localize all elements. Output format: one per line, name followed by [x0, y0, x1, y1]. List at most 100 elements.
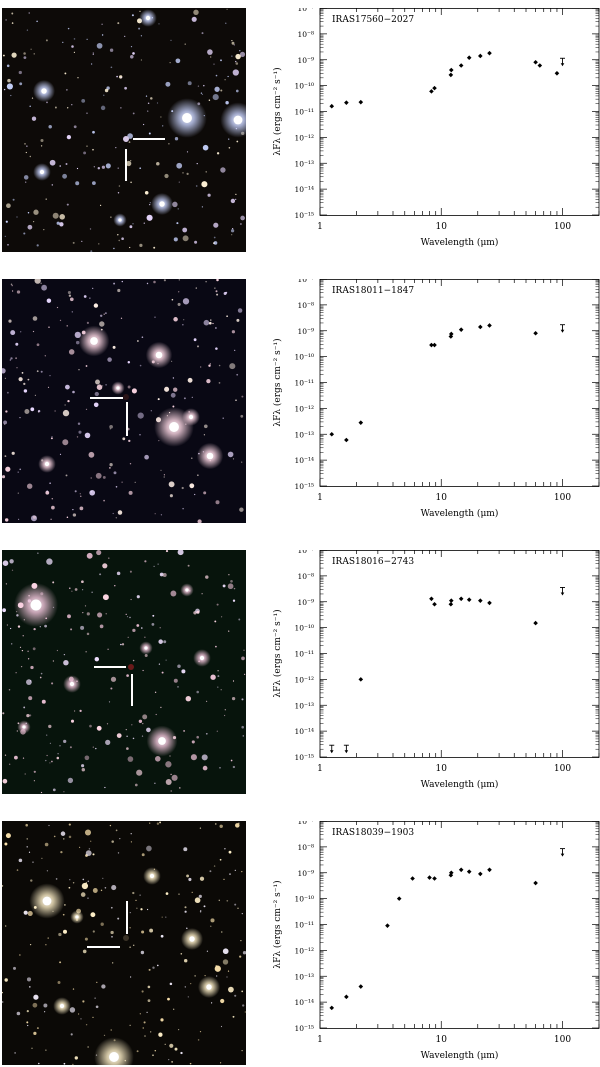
- field-star: [46, 754, 48, 757]
- field-star: [3, 420, 8, 425]
- data-point: [344, 100, 349, 105]
- field-star: [36, 343, 40, 347]
- field-star: [11, 290, 14, 292]
- field-star: [187, 996, 189, 998]
- field-star: [67, 399, 70, 403]
- field-star: [63, 1062, 66, 1065]
- field-star: [187, 377, 193, 383]
- field-star: [195, 287, 197, 289]
- field-star: [111, 935, 113, 938]
- field-star: [207, 193, 211, 197]
- field-star: [171, 774, 178, 781]
- field-star: [170, 39, 172, 42]
- field-star: [5, 410, 8, 413]
- field-star: [30, 665, 34, 670]
- data-point: [478, 871, 483, 877]
- field-star: [56, 306, 59, 309]
- sky-image-2: [2, 279, 246, 523]
- x-tick-label: 100: [554, 1035, 571, 1045]
- field-star: [59, 214, 65, 220]
- field-star: [126, 674, 129, 677]
- field-star: [230, 579, 233, 583]
- field-star: [165, 916, 167, 918]
- field-star: [89, 724, 92, 728]
- field-star: [161, 671, 164, 674]
- field-star: [126, 747, 129, 750]
- field-star: [213, 865, 216, 867]
- field-star: [185, 695, 192, 702]
- field-star: [21, 649, 24, 652]
- field-star: [57, 981, 61, 984]
- field-star: [30, 879, 33, 882]
- field-star: [141, 930, 145, 934]
- field-star: [45, 39, 48, 42]
- y-tick-label: 10⁻¹¹: [294, 108, 314, 117]
- field-star: [92, 52, 94, 54]
- x-axis-label: Wavelength (μm): [421, 1050, 499, 1061]
- field-star: [96, 725, 102, 731]
- field-star: [31, 1047, 33, 1049]
- field-star: [203, 319, 210, 326]
- field-star: [162, 125, 164, 127]
- field-star: [131, 14, 134, 17]
- field-star: [196, 735, 199, 739]
- field-star: [110, 687, 113, 690]
- field-star: [149, 203, 151, 206]
- field-star: [101, 34, 104, 36]
- field-star: [215, 500, 220, 505]
- field-star: [163, 640, 167, 644]
- field-star: [102, 594, 109, 601]
- upper-limit-marker: [560, 848, 566, 857]
- field-star: [220, 167, 226, 173]
- field-star: [71, 590, 73, 592]
- field-star: [108, 557, 110, 559]
- field-star: [227, 451, 234, 458]
- field-star: [2, 778, 8, 784]
- field-star: [16, 216, 18, 218]
- field-star: [18, 377, 23, 382]
- field-star: [63, 929, 67, 934]
- field-star: [169, 755, 171, 757]
- field-star: [62, 913, 65, 916]
- panel-row-2: 1 10 100 10⁻¹⁵ 10⁻¹⁴ 10⁻¹³ 10⁻¹² 10⁻¹¹ 10⁻¹⁰ 10⁻⁹…: [0, 279, 600, 524]
- field-star: [227, 583, 234, 590]
- field-star: [11, 643, 13, 645]
- field-star: [86, 112, 88, 114]
- field-star: [90, 63, 93, 65]
- field-star: [226, 899, 229, 902]
- field-star: [46, 298, 52, 303]
- data-point: [344, 437, 349, 443]
- field-star: [26, 483, 33, 489]
- field-star: [49, 762, 51, 764]
- field-star: [72, 988, 75, 990]
- field-star: [2, 608, 6, 613]
- field-star: [215, 327, 217, 329]
- field-star: [222, 959, 229, 965]
- data-point: [329, 431, 335, 437]
- field-star: [95, 1005, 99, 1009]
- field-star: [104, 88, 109, 93]
- field-star: [215, 290, 218, 293]
- field-star: [176, 222, 179, 225]
- field-star: [43, 1003, 48, 1008]
- field-star: [44, 1011, 46, 1013]
- field-star: [19, 82, 23, 86]
- field-star: [140, 908, 143, 911]
- data-point: [487, 600, 492, 606]
- field-star: [132, 944, 135, 947]
- bright-star-halo: [220, 102, 246, 138]
- field-star: [127, 385, 131, 389]
- field-star: [209, 363, 211, 365]
- bright-star: [233, 115, 243, 125]
- field-star: [15, 342, 19, 346]
- field-star: [194, 975, 196, 977]
- field-star: [234, 994, 237, 997]
- bright-star: [69, 681, 75, 687]
- field-star: [210, 319, 212, 321]
- data-point: [487, 323, 492, 328]
- field-star: [201, 754, 208, 761]
- field-star: [220, 1062, 222, 1064]
- field-star: [107, 357, 112, 362]
- field-star: [11, 284, 13, 287]
- field-star: [160, 706, 162, 709]
